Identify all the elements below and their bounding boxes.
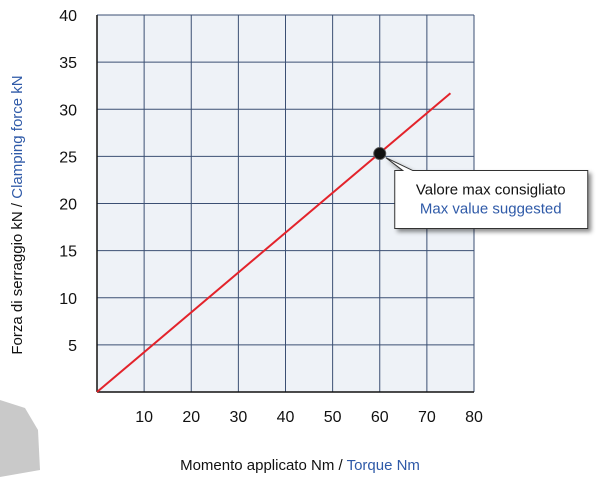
x-tick-label: 10 [135, 409, 153, 426]
max-point [374, 148, 386, 160]
x-tick-label: 30 [229, 409, 247, 426]
bolt-graphic [0, 400, 40, 477]
y-axis-label: Forza di serraggio kN / Clamping force k… [9, 75, 26, 354]
y-tick-label: 5 [68, 338, 77, 355]
x-tick-label: 80 [465, 409, 483, 426]
y-label-it: Forza di serraggio kN / [9, 202, 26, 355]
annotation-text: Valore max consigliato [416, 182, 566, 199]
y-tick-label: 25 [59, 149, 77, 166]
x-label-it: Momento applicato Nm / [180, 457, 343, 474]
x-tick-label: 50 [324, 409, 342, 426]
annotation-text-en: Max value suggested [420, 201, 562, 218]
x-tick-label: 70 [418, 409, 436, 426]
y-label-en: Clamping force kN [9, 75, 26, 198]
chart: Momento applicato Nm / Torque Nm Forza d… [0, 0, 601, 477]
y-tick-label: 35 [59, 55, 77, 72]
x-label-en: Torque Nm [347, 457, 420, 474]
y-tick-label: 10 [59, 291, 77, 308]
y-tick-label: 15 [59, 244, 77, 261]
x-tick-label: 40 [277, 409, 295, 426]
x-tick-label: 60 [371, 409, 389, 426]
y-tick-label: 20 [59, 197, 77, 214]
x-tick-label: 20 [182, 409, 200, 426]
page: Momento applicato Nm / Torque Nm Forza d… [0, 0, 601, 482]
y-tick-label: 30 [59, 102, 77, 119]
y-tick-label: 40 [59, 8, 77, 25]
x-axis-label: Momento applicato Nm / Torque Nm [180, 457, 420, 474]
